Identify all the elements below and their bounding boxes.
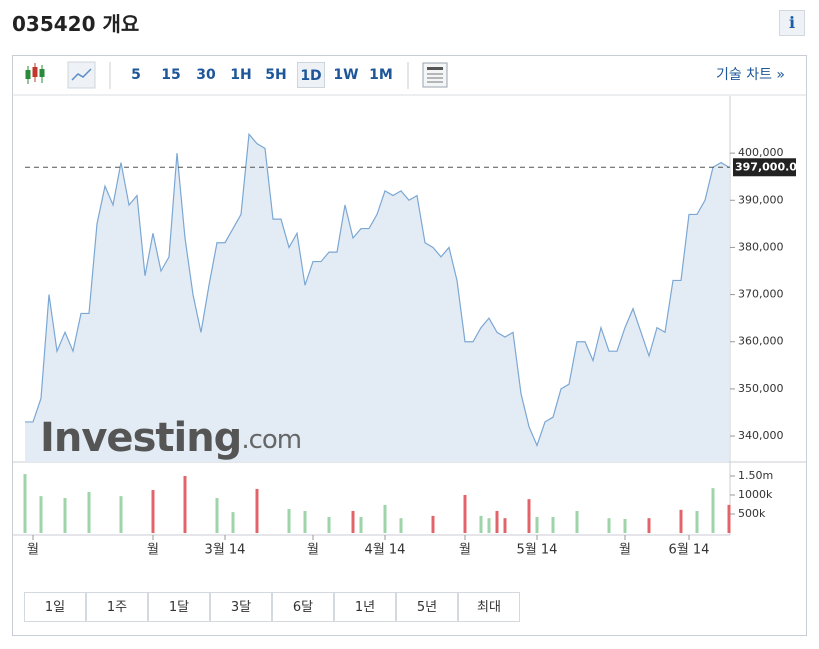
last-price-box (733, 158, 796, 177)
interval-button[interactable]: 1H (230, 67, 252, 83)
area-icon-line (71, 68, 92, 81)
watermark-brand: Investing (40, 415, 241, 461)
volume-bar (63, 498, 67, 533)
interval-button[interactable]: 5 (131, 67, 141, 83)
interval-button[interactable]: 5H (265, 67, 287, 83)
volume-bar (479, 515, 483, 533)
x-tick-label: 5월 14 (517, 543, 558, 558)
volume-bar (287, 509, 291, 533)
volume-bar (535, 517, 539, 533)
volume-bar (23, 474, 27, 533)
range-button[interactable]: 5년 (396, 592, 458, 622)
area-icon[interactable] (67, 61, 96, 89)
range-button[interactable]: 6달 (272, 592, 334, 622)
info-button[interactable]: i (779, 10, 805, 36)
volume-bar (607, 518, 611, 533)
volume-bar (351, 510, 355, 533)
volume-bar (647, 518, 651, 533)
volume-bar (487, 518, 491, 533)
y2-tick-label: 1.50m (738, 469, 773, 482)
y-tick-label: 370,000 (738, 288, 784, 301)
y2-tick-label: 1000k (738, 488, 773, 501)
y-tick-label: 350,000 (738, 382, 784, 395)
interval-button[interactable]: 1D (297, 62, 325, 88)
interval-button[interactable]: 1M (369, 67, 393, 83)
candlestick-icon[interactable] (25, 63, 45, 84)
y-tick-label: 380,000 (738, 240, 784, 253)
x-tick-label: 월 (307, 543, 319, 558)
interval-button[interactable]: 30 (196, 67, 216, 83)
page-title: 035420 개요 (12, 12, 140, 36)
volume-bar (399, 518, 403, 533)
x-tick-label: 월 (619, 543, 631, 558)
volume-bar (255, 488, 259, 533)
range-button[interactable]: 1달 (148, 592, 210, 622)
toolbar-icons (25, 61, 448, 89)
volume-bar (327, 517, 331, 533)
volume-bar (695, 510, 699, 533)
chart-card (12, 55, 807, 636)
range-button[interactable]: 1년 (334, 592, 396, 622)
x-tick-label: 월 (27, 543, 39, 558)
y-tick-label: 360,000 (738, 335, 784, 348)
volume-bar (463, 494, 467, 533)
volume-bar (551, 517, 555, 533)
interval-button[interactable]: 15 (161, 67, 181, 83)
volume-bar (527, 499, 531, 533)
volume-bar (183, 475, 187, 533)
volume-bar (231, 512, 235, 533)
volume-bar (503, 518, 507, 533)
volume-bar (575, 510, 579, 533)
technical-chart-link[interactable]: 기술 차트 » (716, 67, 785, 83)
last-price-label: 397,000.00 (735, 160, 805, 173)
volume-bar (623, 518, 627, 533)
range-button[interactable]: 3달 (210, 592, 272, 622)
volume-bar (727, 504, 731, 533)
volume-bar (39, 496, 43, 533)
plot: 340,000 350,000 360,000 370,000 380,000 390,0… (23, 132, 805, 558)
y-tick-label: 400,000 (738, 146, 784, 159)
volume-bar (679, 509, 683, 533)
range-button[interactable]: 1일 (24, 592, 86, 622)
y-tick-label: 390,000 (738, 193, 784, 206)
x-tick-label: 월 (459, 543, 471, 558)
volume-bar (119, 496, 123, 533)
y-tick-label: 340,000 (738, 429, 784, 442)
range-button[interactable]: 1주 (86, 592, 148, 622)
volume-bar (359, 517, 363, 533)
x-tick-label: 3월 14 (205, 543, 246, 558)
table-icon[interactable] (422, 62, 448, 88)
volume-bar (431, 515, 435, 533)
x-tick-label: 6월 14 (669, 543, 710, 558)
price-area (25, 134, 729, 462)
volume-bar (495, 510, 499, 533)
volume-bar (87, 491, 91, 533)
volume-bar (303, 510, 307, 533)
volume-bar (151, 490, 155, 533)
volume-bar (383, 504, 387, 533)
volume-bar (711, 488, 715, 533)
watermark-suffix: .com (241, 425, 301, 455)
x-tick-label: 월 (147, 543, 159, 558)
volume-bar (215, 498, 219, 533)
interval-button[interactable]: 1W (333, 67, 359, 83)
range-button[interactable]: 최대 (458, 592, 520, 622)
x-tick-label: 4월 14 (365, 543, 406, 558)
y2-tick-label: 500k (738, 507, 766, 520)
price-line (25, 132, 730, 448)
watermark: Investing.com (40, 415, 301, 461)
